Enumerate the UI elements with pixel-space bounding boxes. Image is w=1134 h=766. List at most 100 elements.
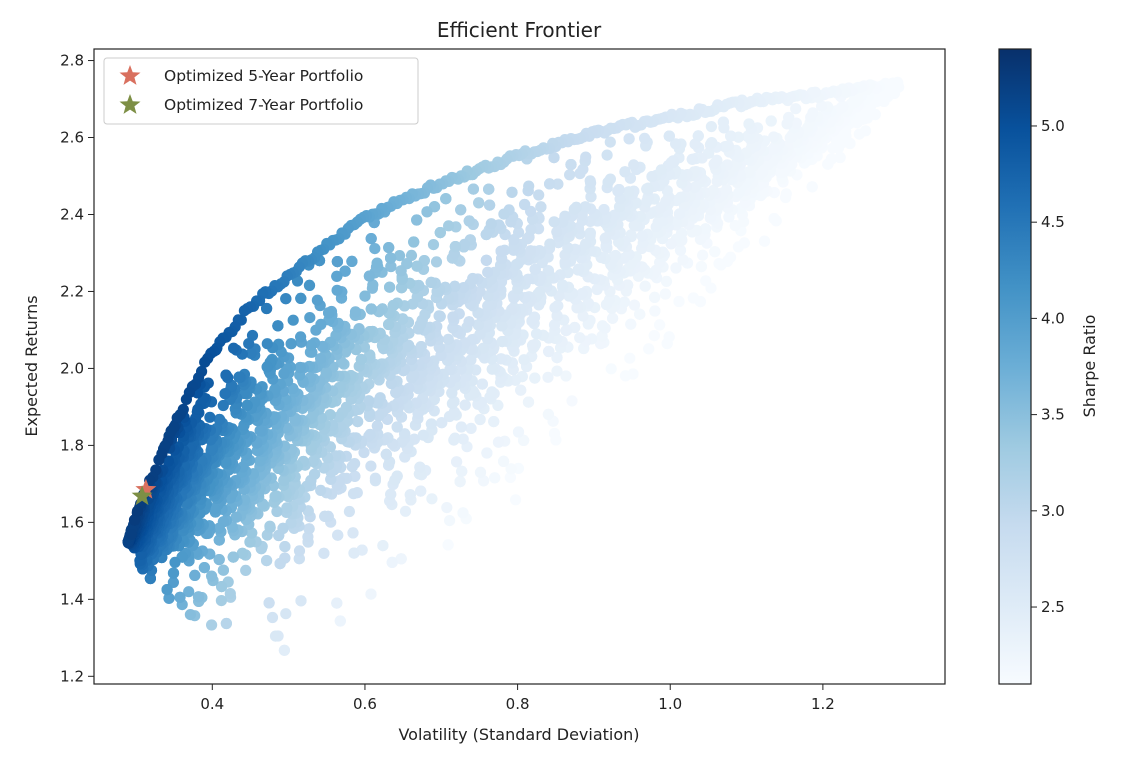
- portfolio-point: [463, 215, 475, 227]
- portfolio-point: [358, 341, 371, 353]
- portfolio-point: [192, 403, 204, 415]
- portfolio-point: [542, 408, 555, 420]
- portfolio-point: [343, 505, 355, 518]
- portfolio-point: [663, 331, 675, 343]
- portfolio-point: [293, 545, 306, 557]
- portfolio-point: [373, 410, 385, 422]
- portfolio-point: [670, 262, 682, 274]
- portfolio-point: [411, 214, 423, 226]
- portfolio-point: [365, 233, 377, 245]
- portfolio-point: [213, 522, 225, 534]
- portfolio-point: [496, 336, 508, 348]
- portfolio-point: [725, 251, 737, 263]
- portfolio-point: [457, 433, 469, 445]
- portfolio-point: [228, 342, 240, 354]
- portfolio-point: [415, 341, 427, 353]
- portfolio-point: [484, 199, 496, 211]
- portfolio-point: [369, 243, 381, 255]
- portfolio-point: [560, 370, 572, 382]
- portfolio-point: [552, 178, 564, 190]
- portfolio-point: [765, 115, 777, 127]
- portfolio-point: [320, 366, 332, 378]
- portfolio-point: [264, 520, 276, 532]
- portfolio-point: [612, 185, 624, 197]
- portfolio-point: [425, 418, 437, 430]
- portfolio-point: [215, 595, 227, 607]
- portfolio-point: [562, 242, 574, 254]
- portfolio-point: [543, 345, 555, 358]
- portfolio-point: [529, 372, 541, 384]
- portfolio-point: [551, 365, 563, 377]
- portfolio-point: [246, 527, 258, 539]
- portfolio-point: [309, 468, 321, 480]
- portfolio-point: [324, 409, 336, 421]
- portfolio-point: [358, 446, 370, 459]
- portfolio-point: [371, 420, 383, 432]
- portfolio-point: [505, 317, 517, 330]
- portfolio-point: [355, 353, 367, 366]
- portfolio-point: [530, 328, 543, 340]
- portfolio-point: [641, 183, 653, 195]
- portfolio-point: [584, 175, 596, 187]
- portfolio-point: [206, 570, 218, 582]
- portfolio-point: [505, 463, 517, 475]
- portfolio-point: [649, 305, 661, 317]
- portfolio-point: [717, 116, 730, 128]
- portfolio-point: [628, 219, 640, 231]
- portfolio-point: [719, 141, 731, 153]
- portfolio-point: [605, 363, 617, 375]
- portfolio-point: [564, 169, 576, 181]
- portfolio-point: [504, 471, 516, 483]
- portfolio-point: [384, 281, 396, 293]
- portfolio-point: [522, 396, 535, 408]
- portfolio-point: [396, 282, 408, 294]
- portfolio-point: [333, 475, 345, 487]
- portfolio-point: [332, 529, 344, 541]
- portfolio-point: [825, 153, 838, 165]
- portfolio-point: [266, 611, 279, 624]
- portfolio-point: [442, 333, 454, 345]
- portfolio-point: [274, 558, 286, 570]
- portfolio-point: [758, 235, 771, 247]
- portfolio-point: [192, 591, 205, 603]
- portfolio-point: [548, 216, 560, 228]
- portfolio-point: [294, 361, 306, 374]
- portfolio-point: [447, 311, 459, 323]
- portfolio-point: [654, 319, 666, 331]
- portfolio-point: [391, 470, 403, 482]
- portfolio-point: [220, 369, 232, 381]
- portfolio-point: [395, 265, 407, 277]
- portfolio-point: [729, 220, 741, 232]
- portfolio-point: [527, 339, 539, 351]
- portfolio-point: [673, 295, 685, 308]
- portfolio-point: [387, 299, 399, 312]
- portfolio-point: [596, 320, 609, 332]
- portfolio-point: [230, 511, 242, 523]
- portfolio-point: [601, 149, 613, 161]
- portfolio-point: [482, 300, 494, 312]
- portfolio-point: [515, 384, 527, 396]
- portfolio-point: [482, 266, 494, 278]
- portfolio-point: [371, 257, 383, 269]
- portfolio-point: [525, 223, 537, 236]
- portfolio-point: [295, 595, 307, 607]
- portfolio-point: [548, 427, 561, 440]
- portfolio-point: [377, 540, 389, 552]
- portfolio-point: [518, 434, 530, 446]
- portfolio-point: [495, 245, 507, 257]
- portfolio-point: [385, 377, 397, 390]
- portfolio-point: [525, 245, 537, 257]
- portfolio-point: [331, 597, 343, 609]
- portfolio-point: [261, 361, 273, 373]
- portfolio-point: [473, 197, 485, 209]
- portfolio-point: [670, 138, 682, 150]
- portfolio-point: [535, 201, 547, 213]
- portfolio-point: [310, 324, 322, 336]
- portfolio-point: [395, 553, 407, 565]
- portfolio-point: [269, 630, 282, 642]
- portfolio-point: [495, 353, 507, 365]
- portfolio-point: [551, 226, 563, 238]
- portfolio-point: [536, 257, 548, 269]
- portfolio-point: [365, 303, 377, 315]
- portfolio-point: [643, 343, 655, 355]
